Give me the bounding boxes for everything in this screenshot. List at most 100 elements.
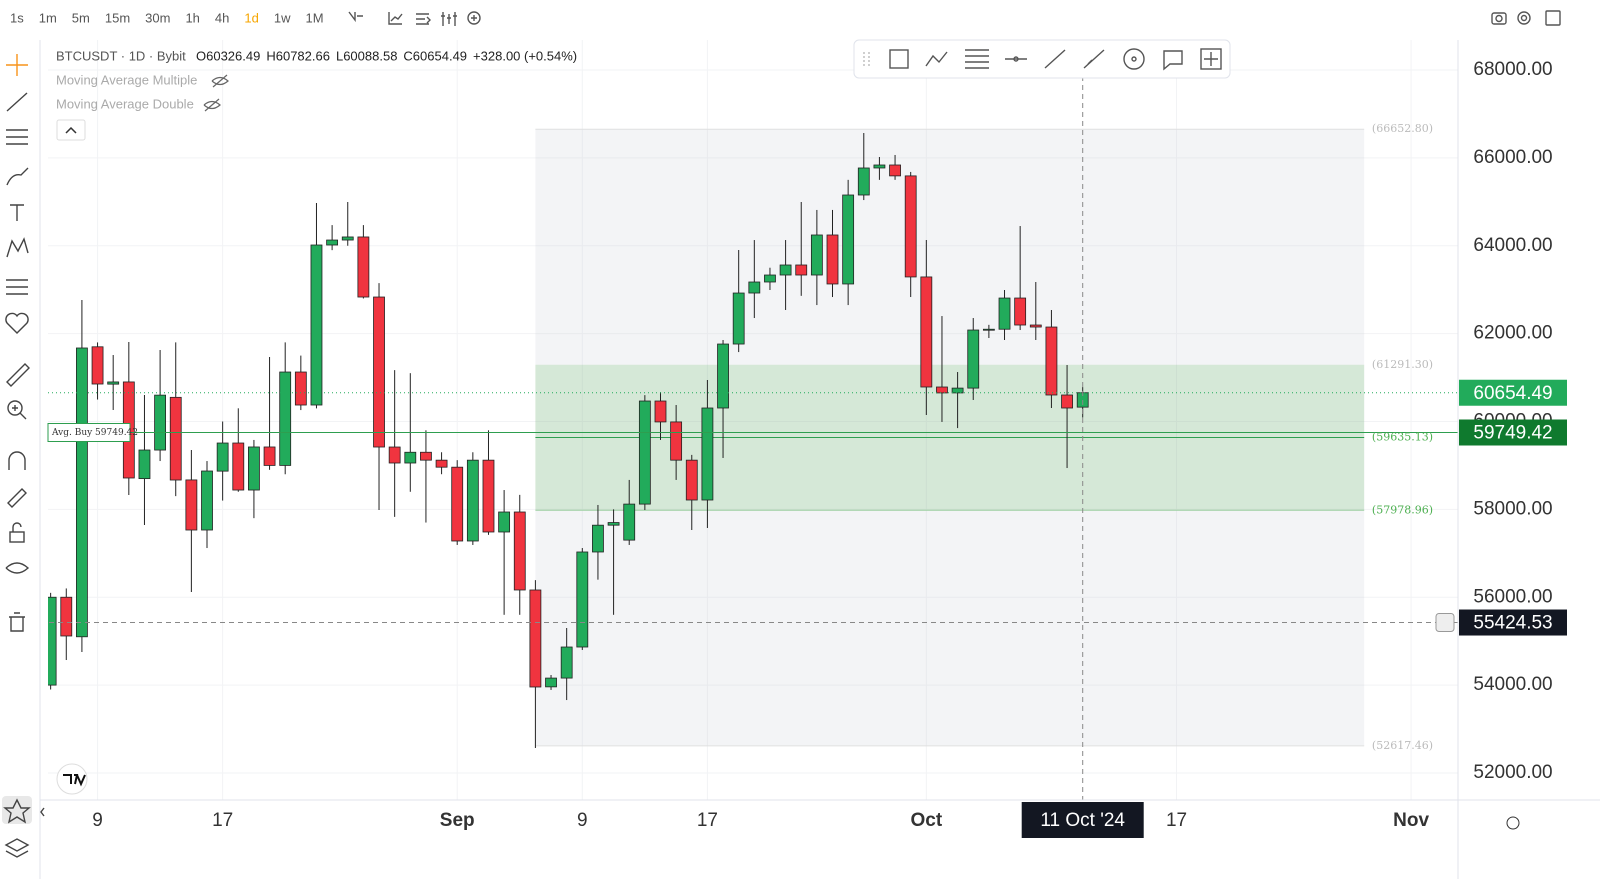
x-tick-label: Oct [910, 810, 942, 831]
chart-type-icon[interactable] [388, 12, 403, 25]
note-icon[interactable] [1163, 50, 1183, 71]
screenshot-icon[interactable] [1491, 12, 1507, 25]
candle-body [466, 459, 479, 542]
x-tick-label: 9 [577, 810, 588, 831]
x-tick-label: 17 [1166, 810, 1187, 831]
interval-button[interactable]: 1M [305, 10, 323, 25]
level-label: (52617.46) [1372, 739, 1433, 752]
x-tick-label: Nov [1393, 810, 1429, 831]
drawing-toolbar [853, 39, 1231, 79]
layers-tool[interactable] [4, 838, 30, 858]
interval-button[interactable]: 1s [10, 10, 24, 25]
candle-body [654, 400, 667, 423]
interval-button[interactable]: 1m [39, 10, 57, 25]
path-icon[interactable] [925, 51, 948, 67]
indicators-icon[interactable] [416, 13, 431, 25]
candle-body [76, 347, 88, 638]
hide-toggle[interactable] [211, 74, 229, 88]
add-alert-btn[interactable] [1435, 613, 1455, 633]
y-tick-label: 64000.00 [1473, 235, 1552, 256]
y-tick-label: 56000.00 [1473, 586, 1552, 607]
candle-body [263, 446, 276, 466]
candle-body [967, 329, 980, 389]
candle-body [810, 234, 823, 276]
favorites-tool[interactable] [5, 312, 29, 334]
candle-body [1061, 394, 1073, 409]
fib-tool[interactable] [6, 129, 28, 145]
candle-body [513, 511, 526, 591]
collapse-legend[interactable] [56, 119, 86, 141]
ruler-tool[interactable] [6, 363, 30, 387]
ohlc-value: O60326.49 [196, 48, 260, 63]
axis-settings[interactable] [1506, 816, 1520, 830]
ohlc-value: L60088.58 [336, 48, 397, 63]
candle-body [826, 234, 839, 285]
trend-line-tool[interactable] [6, 92, 28, 112]
overlay: (66652.80) (61291.30) (59635.13) (57978.96)… [47, 122, 1433, 752]
candle-body [185, 479, 198, 531]
candle-body [607, 522, 620, 526]
candle-body [560, 646, 573, 679]
candle-body [357, 236, 370, 298]
lock-drawing-tool[interactable] [7, 488, 27, 508]
interval-button[interactable]: 1w [274, 10, 291, 25]
add-icon[interactable] [467, 11, 481, 25]
collapse-sidebar[interactable] [40, 807, 45, 817]
lock-tool[interactable] [9, 531, 25, 543]
y-tick-label: 54000.00 [1473, 674, 1552, 695]
candle-body [982, 328, 995, 331]
interval-button[interactable]: 5m [72, 10, 90, 25]
interval-toolbar: 1s 1m 5m 15m 30m 1h 4h 1d 1w 1M [10, 10, 324, 25]
candle-body [451, 466, 464, 542]
compare-icon[interactable] [441, 12, 457, 26]
candle-body [764, 274, 776, 283]
interval-button[interactable]: 4h [215, 10, 229, 25]
magnet-tool[interactable] [8, 451, 26, 470]
candle-body [904, 175, 917, 278]
zoom-tool[interactable] [7, 400, 23, 416]
dropdown-icon[interactable] [348, 11, 363, 23]
y-tick-label: 52000.00 [1473, 762, 1552, 783]
interval-button[interactable]: 30m [145, 10, 170, 25]
last-price-tag-bg [1459, 379, 1567, 406]
pattern-tool[interactable] [6, 237, 29, 258]
measure-icon[interactable] [1200, 48, 1222, 70]
candle-body [748, 281, 761, 294]
hide-toggle[interactable] [203, 98, 221, 112]
candle-body [701, 407, 714, 501]
hidden-icons [203, 74, 229, 112]
ohlc-legend: O60326.49 H60782.66 L60088.58 C60654.49 +328… [196, 48, 577, 63]
crosshair-price-tag-bg [1459, 609, 1567, 636]
crosshair-tool[interactable] [6, 54, 28, 76]
candle-body [169, 396, 182, 481]
candle-body [388, 446, 401, 464]
fib-icon[interactable] [965, 49, 989, 69]
rect-icon[interactable] [889, 49, 909, 69]
fullscreen-icon[interactable] [1545, 10, 1561, 26]
delete-tool[interactable] [9, 612, 25, 632]
crosshair-price-tag: 55424.53 [1473, 613, 1552, 634]
interval-button[interactable]: 1h [185, 10, 199, 25]
candle-body [920, 276, 933, 388]
watchlist-tool[interactable] [3, 798, 31, 824]
brush-tool[interactable] [6, 167, 29, 186]
candle-body [889, 164, 901, 177]
forecast-tool[interactable] [6, 279, 28, 295]
text-tool[interactable] [10, 204, 24, 221]
candle-body [373, 296, 385, 448]
line-icon[interactable] [1044, 49, 1066, 69]
visibility-tool[interactable] [5, 562, 30, 574]
ray-icon[interactable] [1083, 49, 1105, 69]
y-tick-label: 58000.00 [1473, 498, 1552, 519]
level-label: (57978.96) [1372, 503, 1433, 516]
axis-tags: 60654.49 59749.42 55424.53 11 Oct '24 [1021, 379, 1567, 838]
candle-body [936, 386, 948, 394]
candle-body [1014, 297, 1027, 326]
interval-button[interactable]: 15m [105, 10, 130, 25]
settings-icon[interactable] [1517, 11, 1531, 25]
candle-body [842, 194, 855, 285]
interval-button[interactable]: 1d [244, 10, 258, 25]
circle-icon[interactable] [1123, 48, 1145, 70]
top-tools [348, 10, 1561, 26]
